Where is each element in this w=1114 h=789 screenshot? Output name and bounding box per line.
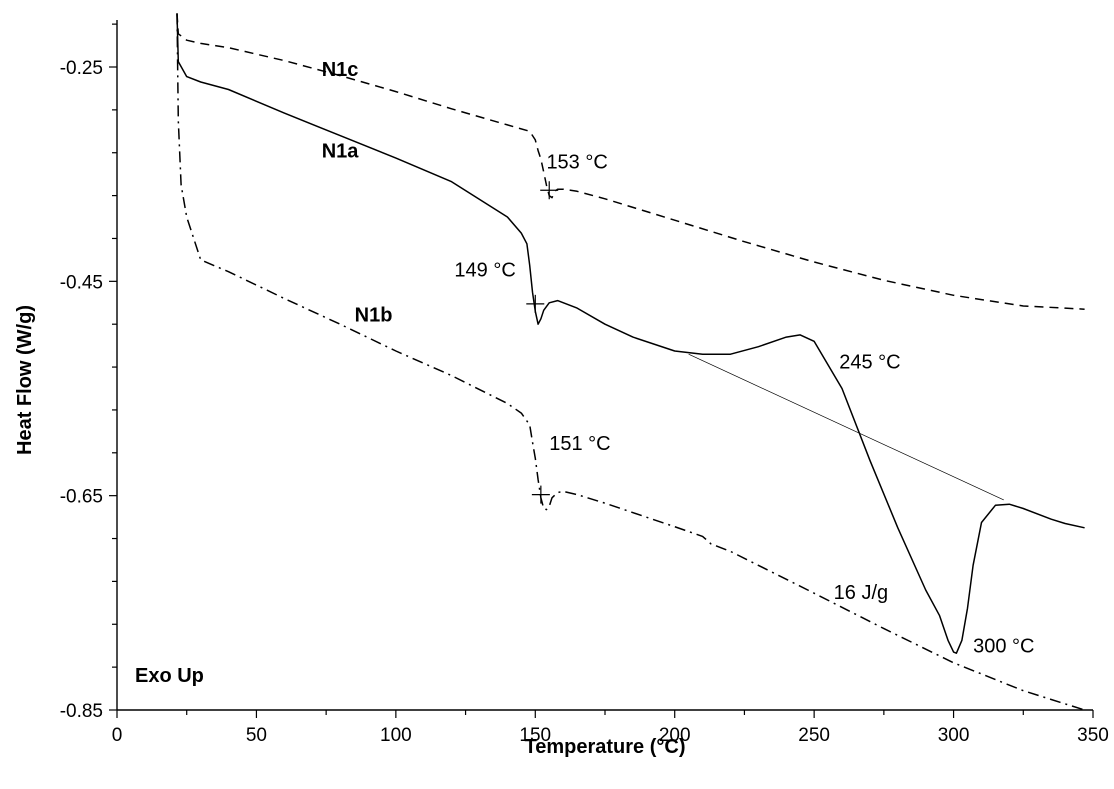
ticks-layer: 0 50 100 150 200 250 300 350 -0.85 -0.65 -0.45 -0.2… <box>60 23 1109 746</box>
x-tick-label: 150 <box>519 725 551 746</box>
y-axis-title: Heat Flow (W/g) <box>14 305 36 455</box>
annotation-label: 149 °C <box>454 260 515 282</box>
y-tick-label: -0.45 <box>60 272 103 293</box>
x-tick-label: 50 <box>246 725 267 746</box>
y-tick-label: -0.65 <box>60 487 103 508</box>
y-tick-label: -0.25 <box>60 58 103 79</box>
annotation-label: 245 °C <box>839 352 900 374</box>
annotation-label: 153 °C <box>546 151 607 173</box>
curves-layer <box>176 13 1085 711</box>
annotation-label: 151 °C <box>549 433 610 455</box>
series-label: N1a <box>322 141 360 163</box>
annotation-label: 300 °C <box>973 636 1034 658</box>
series-label: N1b <box>355 305 393 327</box>
x-tick-label: 100 <box>380 725 412 746</box>
x-tick-label: 200 <box>659 725 691 746</box>
annotation-label: 16 J/g <box>834 582 888 604</box>
x-tick-label: 250 <box>798 725 830 746</box>
axes <box>116 20 1093 711</box>
x-tick-label: 350 <box>1077 725 1109 746</box>
x-tick-label: 300 <box>938 725 970 746</box>
n1a-integration-baseline <box>688 353 1004 501</box>
exo-up-label: Exo Up <box>135 665 204 687</box>
onset-markers-layer <box>526 181 559 504</box>
series-label: N1c <box>322 59 359 81</box>
x-tick-label: 0 <box>112 725 123 746</box>
series-n1c-line <box>176 13 1085 310</box>
x-axis-title: Temperature (°C) <box>525 736 686 758</box>
y-tick-label: -0.85 <box>60 701 103 722</box>
annotations-layer: N1c N1a N1b 153 °C 149 °C 151 °C 245 °C 16 J/g 3… <box>322 59 1035 658</box>
integration-baseline-layer <box>688 353 1004 501</box>
series-n1b-line <box>176 13 1085 711</box>
series-n1a-line <box>176 13 1085 654</box>
